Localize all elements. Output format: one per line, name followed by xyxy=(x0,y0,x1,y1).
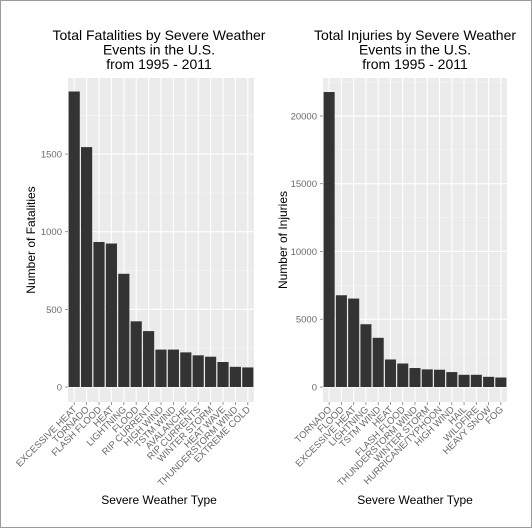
injuries-ytick-label: 0 xyxy=(312,383,317,394)
fatalities-bar xyxy=(229,366,241,387)
fatalities-bar xyxy=(242,367,254,387)
injuries-ytick-label: 20000 xyxy=(291,111,317,122)
injuries-bar xyxy=(323,92,335,387)
injuries-bar xyxy=(458,374,470,387)
injuries-bar xyxy=(470,374,482,387)
fatalities-ytick-label: 1500 xyxy=(41,150,62,161)
fatalities-title-line: Total Fatalities by Severe Weather xyxy=(53,27,266,43)
injuries-bar xyxy=(421,369,433,387)
fatalities-ytick-label: 500 xyxy=(46,305,62,316)
injuries-bar xyxy=(483,376,495,387)
injuries-bar xyxy=(397,363,409,387)
fatalities-bar xyxy=(130,321,142,387)
fatalities-title-line: Events in the U.S. xyxy=(103,42,215,58)
injuries-title-line: Total Injuries by Severe Weather xyxy=(314,27,516,43)
injuries-bar xyxy=(372,337,384,387)
injuries-chart: 05000100001500020000TORNADOFLOODEXCESSIV… xyxy=(276,27,516,507)
injuries-bar xyxy=(434,369,446,387)
fatalities-bar xyxy=(155,349,167,387)
injuries-bar xyxy=(384,359,396,387)
fatalities-bar xyxy=(143,331,155,387)
injuries-title-line: from 1995 - 2011 xyxy=(362,56,468,72)
injuries-bar xyxy=(446,372,458,387)
fatalities-title: Total Fatalities by Severe WeatherEvents… xyxy=(53,27,266,72)
fatalities-bar xyxy=(180,352,192,387)
fatalities-xlabel: Severe Weather Type xyxy=(101,493,217,507)
injuries-bar xyxy=(360,324,372,387)
injuries-ytick-label: 10000 xyxy=(291,247,317,258)
fatalities-bar xyxy=(93,241,105,387)
fatalities-title-line: from 1995 - 2011 xyxy=(106,56,212,72)
fatalities-bar xyxy=(118,273,130,387)
fatalities-ytick-label: 0 xyxy=(57,383,62,394)
injuries-title-line: Events in the U.S. xyxy=(359,42,471,58)
fatalities-bar xyxy=(167,349,179,387)
fatalities-ylabel: Number of Fatalities xyxy=(24,186,38,293)
injuries-bar xyxy=(409,368,421,387)
fatalities-bar xyxy=(217,362,229,387)
fatalities-bar xyxy=(105,243,117,387)
fatalities-bar xyxy=(68,91,80,388)
injuries-bar xyxy=(348,298,360,387)
injuries-xlabel: Severe Weather Type xyxy=(357,493,473,507)
injuries-ytick-label: 5000 xyxy=(296,315,317,326)
fatalities-bar xyxy=(81,147,93,387)
injuries-bar xyxy=(335,295,347,387)
injuries-ylabel: Number of Injuries xyxy=(276,191,290,289)
fatalities-ytick-label: 1000 xyxy=(41,227,62,238)
fatalities-bar xyxy=(205,356,217,387)
injuries-ytick-label: 15000 xyxy=(291,179,317,190)
injuries-bar xyxy=(495,377,507,387)
fatalities-bar xyxy=(192,355,204,387)
